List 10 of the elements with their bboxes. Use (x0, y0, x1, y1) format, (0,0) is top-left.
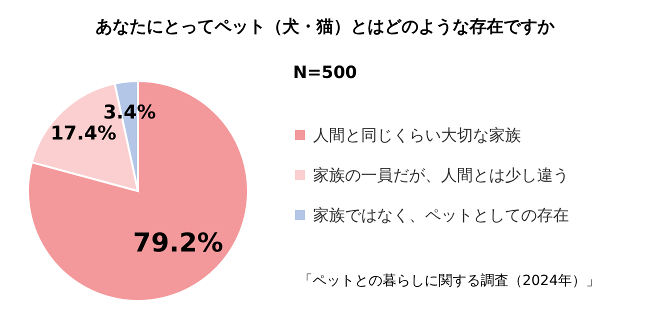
pie-slice (27, 80, 249, 302)
chart-title: あなたにとってペット（犬・猫）とはどのような存在ですか (96, 17, 556, 37)
data-label: 3.4% (103, 101, 156, 124)
data-label: 79.2% (133, 228, 224, 258)
legend-label: 家族の一員だが、人間とは少し違う (313, 166, 569, 184)
legend-label: 人間と同じくらい大切な家族 (313, 126, 521, 144)
text: 「ペットとの暮らしに関する調査（2024年）」 (298, 273, 600, 289)
chart-subtitle: N=500 (293, 63, 358, 83)
data-label: 17.4% (50, 122, 116, 145)
legend-label: 家族ではなく、ペットとしての存在 (313, 206, 569, 224)
